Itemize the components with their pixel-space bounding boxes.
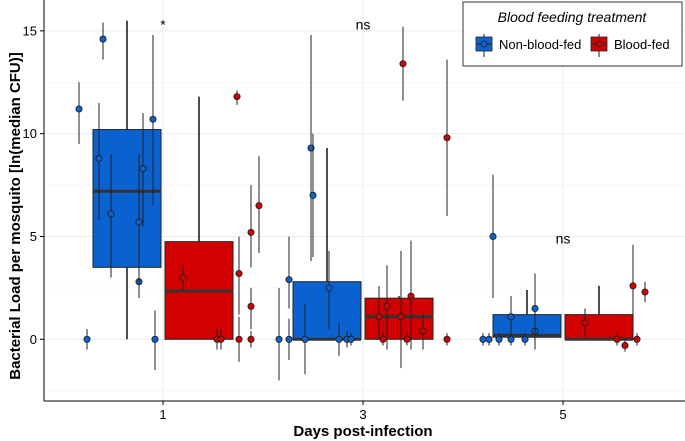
data-point — [309, 191, 317, 199]
data-point — [641, 288, 649, 296]
x-tick-label: 1 — [159, 407, 166, 422]
data-point — [95, 154, 103, 162]
data-point — [247, 335, 255, 343]
significance-annotation: ns — [556, 231, 571, 247]
data-point — [135, 218, 143, 226]
data-point — [75, 105, 83, 113]
x-tick-label: 5 — [559, 407, 566, 422]
data-point — [399, 60, 407, 68]
y-tick-label: 10 — [23, 126, 37, 141]
data-point — [407, 292, 415, 300]
data-point — [485, 335, 493, 343]
legend: Blood feeding treatment Non-blood-fed Bloo… — [462, 1, 683, 67]
data-point — [479, 335, 487, 343]
data-point — [581, 319, 589, 327]
data-point — [489, 232, 497, 241]
data-point — [383, 302, 391, 310]
legend-key-point — [595, 40, 603, 48]
data-point — [255, 202, 263, 210]
data-point — [379, 335, 387, 343]
legend-title: Blood feeding treatment — [498, 9, 648, 25]
annotations: * ns ns — [160, 17, 570, 247]
data-point — [419, 327, 427, 335]
data-point — [217, 335, 225, 343]
data-point — [375, 313, 383, 321]
data-point — [235, 335, 243, 343]
box-non-blood-fed-day-3 — [292, 281, 362, 340]
data-point — [285, 335, 293, 343]
x-tick-label: 3 — [359, 407, 366, 422]
data-point — [495, 335, 503, 343]
data-point — [507, 335, 515, 343]
whiskers — [126, 20, 600, 340]
axes: 0 5 10 15 1 3 5 — [23, 0, 685, 422]
boxes — [92, 129, 634, 341]
data-point — [507, 313, 515, 321]
significance-annotation: ns — [356, 17, 371, 33]
data-point — [397, 313, 405, 321]
data-point — [531, 304, 539, 313]
y-tick-label: 15 — [23, 23, 37, 38]
data-point — [443, 335, 451, 343]
x-axis-label: Days post-infection — [293, 423, 432, 440]
data-point — [179, 274, 187, 282]
y-axis-label: Bacterial Load per mosquito [ln(median C… — [7, 52, 24, 380]
data-point — [301, 335, 309, 343]
y-tick-label: 5 — [30, 229, 37, 244]
box-non-blood-fed-day-1 — [92, 129, 162, 268]
data-point — [325, 284, 333, 292]
legend-entry-label: Non-blood-fed — [499, 37, 581, 52]
data-point — [149, 115, 157, 123]
box-blood-fed-day-5 — [564, 314, 634, 340]
data-point — [335, 335, 343, 343]
data-point — [151, 335, 159, 343]
data-point — [633, 335, 641, 343]
data-point — [233, 93, 241, 101]
data-point — [403, 335, 411, 343]
points — [75, 22, 649, 381]
legend-box — [462, 1, 683, 67]
data-point — [285, 276, 293, 284]
legend-entry-label: Blood-fed — [614, 37, 670, 52]
data-point — [521, 335, 529, 343]
data-point — [247, 302, 255, 310]
data-point — [99, 35, 107, 43]
data-point — [139, 165, 147, 173]
data-point — [629, 282, 637, 290]
data-point — [613, 335, 621, 343]
data-point — [275, 335, 283, 343]
data-point — [347, 335, 355, 343]
legend-key-point — [480, 40, 488, 48]
data-point — [83, 335, 91, 343]
y-tick-label: 0 — [30, 332, 37, 347]
data-point — [443, 134, 451, 142]
data-point — [235, 269, 243, 278]
data-point — [621, 341, 629, 350]
data-point — [107, 210, 115, 218]
data-point — [247, 228, 255, 236]
significance-annotation: * — [160, 17, 166, 33]
